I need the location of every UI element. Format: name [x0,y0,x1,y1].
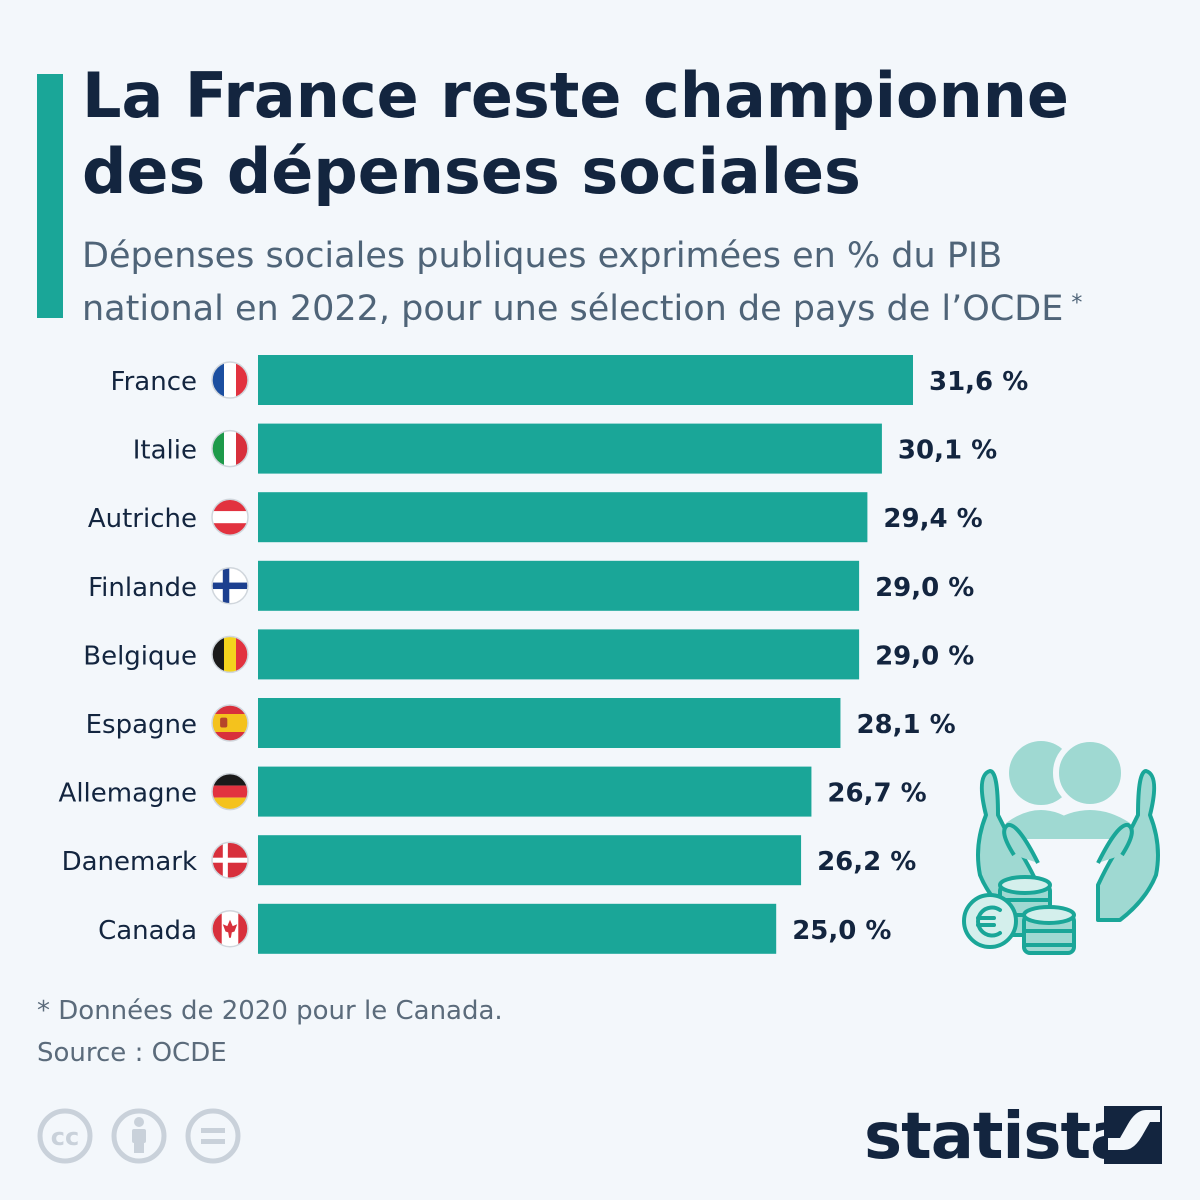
germany-flag-icon [211,772,249,811]
statista-logo-icon [1104,1106,1162,1164]
bar-row: Danemark 26,2 % [62,835,916,886]
title-line-2: des dépenses sociales [82,135,861,208]
bar [258,423,882,474]
category-label: Finlande [88,573,197,603]
belgium-flag-icon [211,635,249,674]
france-flag-icon [211,361,249,399]
value-label: 30,1 % [898,436,997,466]
subtitle-line-2-text: national en 2022, pour une sélection de … [82,289,1064,329]
value-label: 29,4 % [883,504,982,534]
subtitle-asterisk: * [1071,291,1083,316]
no-derivatives-icon[interactable] [185,1108,241,1164]
category-label: France [111,367,197,397]
cc-icon[interactable]: cc [37,1108,93,1164]
austria-flag-icon [211,498,249,536]
chart-title: La France reste championne des dépenses … [82,58,1172,210]
bar-row: France 31,6 % [111,355,1028,405]
attribution-icon[interactable] [111,1108,167,1164]
value-label: 26,7 % [827,779,926,809]
category-label: Danemark [62,847,197,877]
category-label: Autriche [88,504,197,534]
statista-logo[interactable]: statista [862,1100,1172,1174]
bar [258,355,913,405]
value-label: 28,1 % [856,710,955,740]
finland-flag-icon [211,567,249,605]
italy-flag-icon [211,429,249,468]
footnote-note: * Données de 2020 pour le Canada. [37,996,503,1026]
footnote: * Données de 2020 pour le Canada. Source… [37,990,503,1074]
bar-row: Italie 30,1 % [133,423,997,474]
chart-subtitle: Dépenses sociales publiques exprimées en… [82,232,1182,333]
bar [258,492,868,543]
value-label: 26,2 % [817,847,916,877]
bar-chart: France 31,6 % Italie 30,1 % Autriche 29,4 % Fi… [59,355,1028,954]
value-label: 25,0 % [792,916,891,946]
value-label: 29,0 % [875,573,974,603]
category-label: Allemagne [59,779,197,809]
svg-text:cc: cc [51,1123,79,1151]
category-label: Italie [133,436,197,466]
bar-row: Finlande 29,0 % [88,560,974,611]
value-label: 29,0 % [875,641,974,671]
bar-row: Autriche 29,4 % [88,492,983,543]
subtitle-line-2: national en 2022, pour une sélection de … [82,280,1182,333]
license-icons: cc [37,1108,241,1164]
canada-flag-icon [211,910,249,948]
bar [258,766,812,817]
spain-flag-icon [211,704,249,742]
brand: statista [862,1100,1172,1174]
title-line-1: La France reste championne [82,59,1069,132]
category-label: Belgique [83,641,197,671]
accent-bar [37,74,63,318]
bar [258,698,841,748]
bar-row: Espagne 28,1 % [86,698,956,748]
category-label: Canada [98,916,197,946]
bar-row: Canada 25,0 % [98,903,891,954]
bar [258,560,860,611]
hands-people-coins-euro-icon [962,736,1160,955]
category-label: Espagne [86,710,197,740]
subtitle-line-1: Dépenses sociales publiques exprimées en… [82,236,1003,276]
bar [258,903,777,954]
value-label: 31,6 % [929,367,1028,397]
bar [258,835,802,886]
bar-row: Allemagne 26,7 % [59,766,927,817]
footnote-source: Source : OCDE [37,1038,227,1068]
bar [258,629,860,680]
brand-name: statista [864,1100,1132,1170]
denmark-flag-icon [211,841,249,879]
bar-row: Belgique 29,0 % [83,629,974,680]
